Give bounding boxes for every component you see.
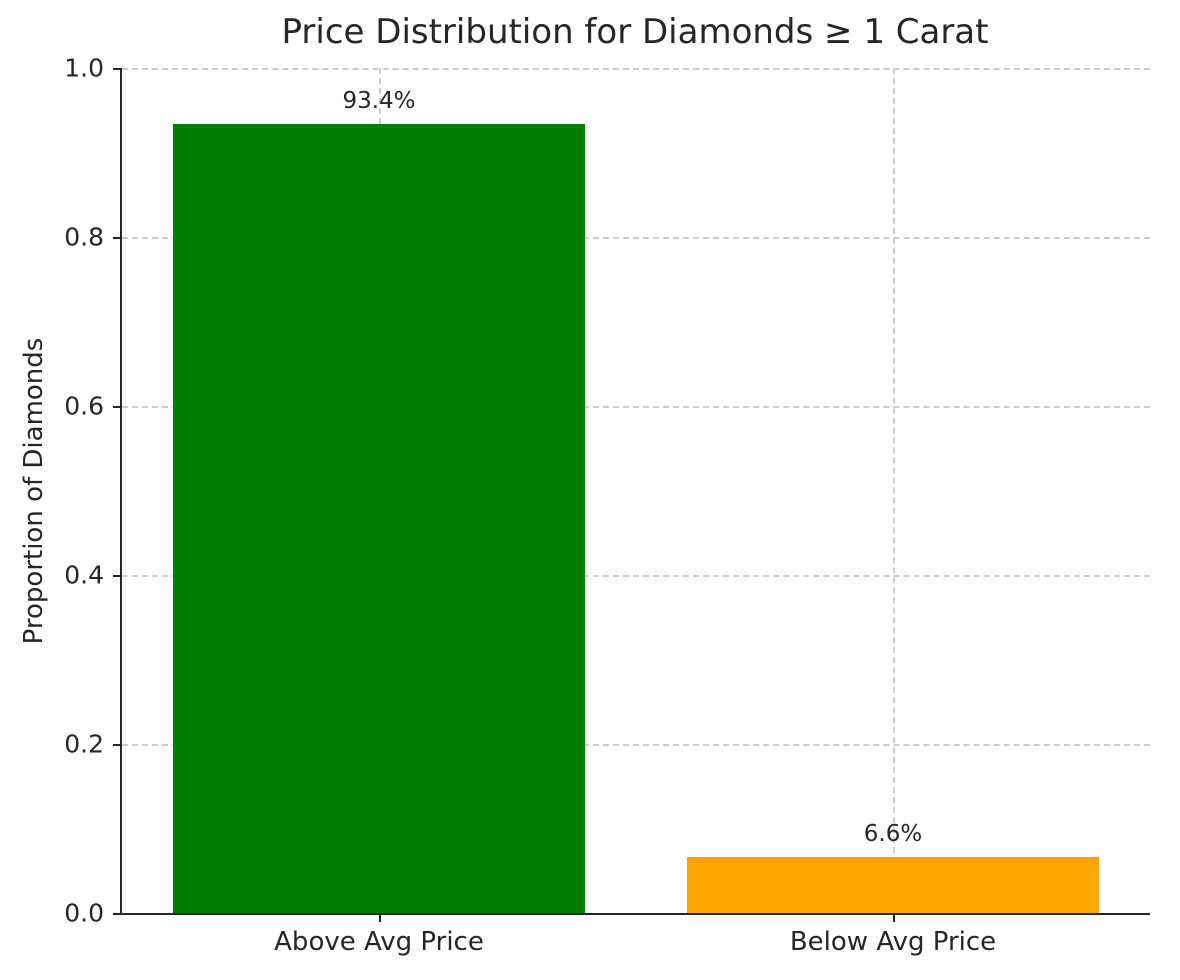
- x-tick-mark: [893, 913, 895, 922]
- horizontal-gridline: [122, 575, 1150, 577]
- plot-area: 0.0 0.2 0.4 0.6 0.8 1.0 93.4% Above Avg Price 6.…: [64, 54, 1150, 957]
- y-tick-mark: [113, 913, 122, 915]
- y-tick-label: 0.6: [64, 391, 104, 421]
- bar-value-label: 93.4%: [342, 87, 416, 114]
- y-axis-label: Proportion of Diamonds: [19, 337, 49, 645]
- bar-value-label: 6.6%: [863, 821, 923, 848]
- bar-above-avg-price: [173, 123, 585, 913]
- y-tick-mark: [113, 68, 122, 70]
- y-tick-mark: [113, 575, 122, 577]
- chart-title: Price Distribution for Diamonds ≥ 1 Cara…: [281, 12, 989, 52]
- y-tick-label: 0.4: [64, 560, 104, 590]
- bar-below-avg-price: [687, 857, 1099, 913]
- horizontal-gridline: [122, 237, 1150, 239]
- y-tick-label: 0.2: [64, 729, 104, 759]
- horizontal-gridline: [122, 406, 1150, 408]
- y-tick-label: 0.0: [64, 898, 104, 928]
- horizontal-gridline: [122, 68, 1150, 70]
- x-tick-label: Below Avg Price: [789, 927, 997, 957]
- x-tick-label: Above Avg Price: [274, 927, 484, 957]
- y-tick-label: 0.8: [64, 222, 104, 252]
- vertical-gridline: [893, 68, 895, 913]
- y-tick-mark: [113, 744, 122, 746]
- horizontal-gridline: [122, 744, 1150, 746]
- y-tick-mark: [113, 406, 122, 408]
- x-tick-mark: [379, 913, 381, 922]
- y-tick-label: 1.0: [64, 53, 104, 83]
- y-tick-mark: [113, 237, 122, 239]
